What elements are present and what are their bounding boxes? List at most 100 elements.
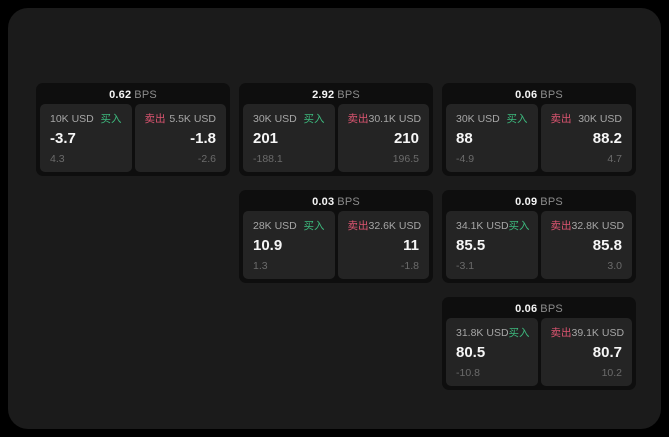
buy-tag[interactable]: 买入 <box>100 113 122 125</box>
sell-sub-value: 3.0 <box>607 260 622 272</box>
buy-label-row: 30K USD 买入 <box>456 111 528 126</box>
bps-header: 2.92 BPS <box>243 87 429 104</box>
buy-size-label: 30K USD <box>456 112 500 125</box>
buy-label-row: 31.8K USD 买入 <box>456 325 530 340</box>
sell-tag[interactable]: 卖出 <box>550 113 572 125</box>
bps-value: 0.62 <box>109 89 132 101</box>
buy-tag[interactable]: 买入 <box>303 113 325 125</box>
bps-unit-label: BPS <box>540 196 563 208</box>
buy-label-row: 34.1K USD 买入 <box>456 218 530 233</box>
quote-cards-grid: 0.62 BPS 10K USD 买入 -3.7 4.3 卖出 5.5K USD … <box>36 83 636 390</box>
sell-size-label: 5.5K USD <box>169 112 216 125</box>
bps-value: 0.09 <box>515 196 538 208</box>
bps-value: 0.06 <box>515 303 538 315</box>
bps-header: 0.06 BPS <box>446 301 632 318</box>
bps-value: 0.06 <box>515 89 538 101</box>
buy-price-value: -3.7 <box>50 130 76 148</box>
quote-card: 0.06 BPS 31.8K USD 买入 80.5 -10.8 卖出 39.1K… <box>442 297 636 390</box>
bps-value: 0.03 <box>312 196 335 208</box>
bps-header: 0.03 BPS <box>243 194 429 211</box>
buy-quote-tile[interactable]: 34.1K USD 买入 85.5 -3.1 <box>446 211 538 279</box>
sell-price-value: 210 <box>393 130 419 148</box>
buy-quote-tile[interactable]: 28K USD 买入 10.9 1.3 <box>243 211 335 279</box>
quote-card-body: 34.1K USD 买入 85.5 -3.1 卖出 32.8K USD 85.8… <box>446 211 632 279</box>
bps-unit-label: BPS <box>540 303 563 315</box>
buy-sub-value: -3.1 <box>456 260 475 272</box>
bps-header: 0.62 BPS <box>40 87 226 104</box>
buy-quote-tile[interactable]: 10K USD 买入 -3.7 4.3 <box>40 104 132 172</box>
buy-quote-tile[interactable]: 30K USD 买入 88 -4.9 <box>446 104 538 172</box>
buy-sub-value: -10.8 <box>456 367 480 379</box>
bps-header: 0.06 BPS <box>446 87 632 104</box>
sell-tag[interactable]: 卖出 <box>550 327 572 339</box>
buy-tag[interactable]: 买入 <box>508 220 530 232</box>
quote-card-body: 10K USD 买入 -3.7 4.3 卖出 5.5K USD -1.8 -2.… <box>40 104 226 172</box>
sell-price-value: 88.2 <box>592 130 622 148</box>
sell-quote-tile[interactable]: 卖出 39.1K USD 80.7 10.2 <box>540 318 632 386</box>
sell-quote-tile[interactable]: 卖出 30K USD 88.2 4.7 <box>540 104 632 172</box>
sell-price-value: -1.8 <box>190 130 216 148</box>
sell-tag[interactable]: 卖出 <box>347 113 369 125</box>
sell-sub-value: -2.6 <box>197 153 216 165</box>
buy-label-row: 28K USD 买入 <box>253 218 325 233</box>
sell-label-row: 卖出 39.1K USD <box>550 325 625 340</box>
sell-quote-tile[interactable]: 卖出 32.8K USD 85.8 3.0 <box>540 211 632 279</box>
sell-sub-value: 196.5 <box>392 153 419 165</box>
quote-card: 0.03 BPS 28K USD 买入 10.9 1.3 卖出 32.6K USD… <box>239 190 433 283</box>
bps-unit-label: BPS <box>337 196 360 208</box>
sell-label-row: 卖出 5.5K USD <box>145 111 217 126</box>
quote-card-body: 30K USD 买入 201 -188.1 卖出 30.1K USD 210 1… <box>243 104 429 172</box>
buy-price-value: 80.5 <box>456 344 486 362</box>
buy-tag[interactable]: 买入 <box>303 220 325 232</box>
quote-card: 0.09 BPS 34.1K USD 买入 85.5 -3.1 卖出 32.8K … <box>442 190 636 283</box>
quote-card-body: 31.8K USD 买入 80.5 -10.8 卖出 39.1K USD 80.… <box>446 318 632 386</box>
sell-size-label: 32.6K USD <box>368 219 422 232</box>
sell-size-label: 39.1K USD <box>571 326 625 339</box>
buy-sub-value: -188.1 <box>253 153 283 165</box>
sell-price-value: 11 <box>403 237 419 255</box>
sell-size-label: 30.1K USD <box>368 112 422 125</box>
buy-tag[interactable]: 买入 <box>506 113 528 125</box>
sell-quote-tile[interactable]: 卖出 32.6K USD 11 -1.8 <box>337 211 429 279</box>
quote-card-body: 30K USD 买入 88 -4.9 卖出 30K USD 88.2 4.7 <box>446 104 632 172</box>
quote-card: 0.06 BPS 30K USD 买入 88 -4.9 卖出 30K USD 88… <box>442 83 636 176</box>
sell-price-value: 80.7 <box>592 344 622 362</box>
buy-sub-value: 4.3 <box>50 153 65 165</box>
sell-tag[interactable]: 卖出 <box>550 220 572 232</box>
bps-unit-label: BPS <box>540 89 563 101</box>
sell-quote-tile[interactable]: 卖出 5.5K USD -1.8 -2.6 <box>134 104 226 172</box>
sell-size-label: 32.8K USD <box>571 219 625 232</box>
sell-quote-tile[interactable]: 卖出 30.1K USD 210 196.5 <box>337 104 429 172</box>
bps-unit-label: BPS <box>337 89 360 101</box>
sell-sub-value: 10.2 <box>601 367 622 379</box>
buy-label-row: 10K USD 买入 <box>50 111 122 126</box>
quote-card-body: 28K USD 买入 10.9 1.3 卖出 32.6K USD 11 -1.8 <box>243 211 429 279</box>
bps-header: 0.09 BPS <box>446 194 632 211</box>
sell-size-label: 30K USD <box>578 112 622 125</box>
buy-quote-tile[interactable]: 31.8K USD 买入 80.5 -10.8 <box>446 318 538 386</box>
main-panel: 0.62 BPS 10K USD 买入 -3.7 4.3 卖出 5.5K USD … <box>8 8 661 429</box>
buy-price-value: 10.9 <box>253 237 283 255</box>
buy-size-label: 34.1K USD <box>456 219 509 232</box>
buy-size-label: 28K USD <box>253 219 297 232</box>
bps-unit-label: BPS <box>134 89 157 101</box>
quote-card: 2.92 BPS 30K USD 买入 201 -188.1 卖出 30.1K U… <box>239 83 433 176</box>
buy-label-row: 30K USD 买入 <box>253 111 325 126</box>
sell-label-row: 卖出 32.8K USD <box>550 218 625 233</box>
buy-price-value: 88 <box>456 130 473 148</box>
sell-tag[interactable]: 卖出 <box>144 113 166 125</box>
buy-sub-value: -4.9 <box>456 153 475 165</box>
sell-tag[interactable]: 卖出 <box>347 220 369 232</box>
buy-price-value: 201 <box>253 130 279 148</box>
buy-tag[interactable]: 买入 <box>508 327 530 339</box>
buy-size-label: 10K USD <box>50 112 94 125</box>
sell-label-row: 卖出 32.6K USD <box>347 218 422 233</box>
bps-value: 2.92 <box>312 89 335 101</box>
quote-card: 0.62 BPS 10K USD 买入 -3.7 4.3 卖出 5.5K USD … <box>36 83 230 176</box>
sell-price-value: 85.8 <box>592 237 622 255</box>
buy-sub-value: 1.3 <box>253 260 268 272</box>
buy-price-value: 85.5 <box>456 237 486 255</box>
buy-quote-tile[interactable]: 30K USD 买入 201 -188.1 <box>243 104 335 172</box>
sell-sub-value: 4.7 <box>607 153 622 165</box>
sell-sub-value: -1.8 <box>400 260 419 272</box>
